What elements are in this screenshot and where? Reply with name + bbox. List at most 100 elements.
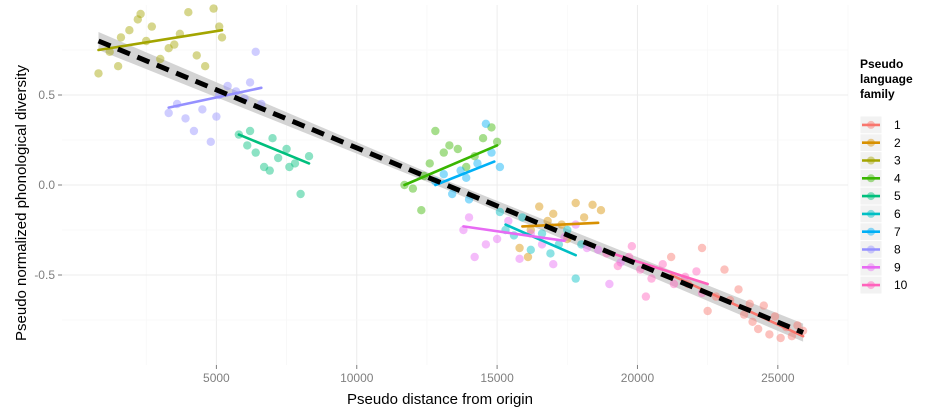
- data-point-family-7: [487, 148, 496, 157]
- data-point-family-4: [408, 184, 418, 193]
- data-point-family-1: [776, 333, 785, 343]
- data-point-family-3: [192, 51, 201, 60]
- legend-key-point: [867, 138, 875, 147]
- legend-entry-label: 3: [894, 154, 901, 168]
- legend-key-point: [867, 245, 875, 254]
- data-point-family-8: [181, 114, 190, 123]
- data-point-family-5: [259, 162, 269, 172]
- legend-key-point: [867, 227, 875, 236]
- legend-title-line: family: [860, 87, 895, 101]
- y-axis-title: Pseudo normalized phonological diversity: [13, 65, 30, 341]
- data-point-family-1: [703, 306, 712, 316]
- data-point-family-5: [243, 141, 252, 150]
- data-point-family-1: [765, 330, 774, 339]
- data-point-family-4: [462, 162, 471, 172]
- data-point-family-5: [296, 189, 305, 199]
- legend-entry-label: 10: [894, 278, 908, 292]
- data-point-family-8: [223, 81, 232, 91]
- fit-line-family-9: [462, 225, 566, 243]
- data-point-family-1: [748, 317, 757, 326]
- data-point-family-2: [596, 206, 606, 215]
- data-point-family-9: [481, 240, 491, 249]
- legend-key-point: [867, 192, 875, 201]
- legend-entry-label: 5: [894, 189, 901, 203]
- data-point-family-8: [189, 126, 199, 136]
- data-point-family-7: [462, 173, 471, 182]
- legend-key-point: [867, 174, 875, 183]
- data-point-family-3: [156, 54, 165, 64]
- data-point-family-6: [495, 207, 505, 217]
- overall-fit-line: [97, 38, 805, 335]
- data-point-family-8: [251, 47, 260, 56]
- data-point-family-4: [492, 137, 502, 146]
- data-point-family-9: [605, 279, 614, 289]
- data-point-family-8: [164, 108, 173, 118]
- legend-entry-label: 7: [894, 225, 901, 239]
- data-point-family-10: [647, 274, 656, 283]
- x-tick-label: 5000: [203, 371, 230, 385]
- legend-entry-label: 2: [894, 136, 901, 150]
- legend-key-point: [867, 156, 875, 165]
- data-point-family-4: [417, 206, 426, 215]
- data-point-family-1: [745, 299, 754, 308]
- data-point-family-10: [627, 242, 637, 251]
- data-point-family-9: [504, 216, 513, 226]
- data-point-family-1: [666, 252, 676, 262]
- x-tick-label: 10000: [340, 371, 374, 385]
- legend-entry-label: 9: [894, 260, 901, 274]
- data-point-family-6: [526, 245, 535, 254]
- x-axis-ticks: 5000 10000 15000 20000 25000: [203, 365, 795, 385]
- fit-line-family-6: [504, 223, 578, 257]
- data-point-family-1: [753, 324, 763, 334]
- data-point-family-3: [184, 8, 193, 17]
- data-point-family-4: [425, 159, 434, 168]
- data-point-family-2: [523, 252, 533, 262]
- data-point-family-4: [439, 148, 448, 157]
- y-axis-ticks: 0.5 0.0 -0.5: [34, 88, 62, 282]
- data-point-family-7: [495, 162, 505, 172]
- fit-line-family-2: [521, 221, 600, 228]
- data-point-family-4: [431, 126, 440, 136]
- data-point-family-6: [571, 274, 580, 283]
- grid-lines: [62, 5, 849, 365]
- data-point-family-5: [290, 159, 300, 168]
- data-point-family-3: [209, 4, 218, 13]
- data-point-family-10: [613, 261, 623, 271]
- legend-key-point: [867, 209, 875, 218]
- fit-line-family-7: [434, 160, 496, 187]
- data-point-family-9: [492, 234, 502, 244]
- data-point-family-7: [447, 189, 457, 199]
- data-point-family-5: [265, 166, 274, 175]
- data-point-family-3: [215, 22, 224, 31]
- data-point-family-2: [535, 202, 544, 211]
- data-point-family-10: [669, 279, 679, 289]
- data-point-family-2: [579, 213, 589, 222]
- data-point-family-3: [136, 9, 145, 19]
- data-point-family-2: [515, 243, 524, 253]
- data-point-family-5: [251, 148, 260, 157]
- data-point-family-3: [94, 69, 103, 78]
- data-point-family-3: [200, 61, 210, 71]
- data-point-family-9: [593, 245, 603, 254]
- legend-entry-label: 6: [894, 207, 901, 221]
- data-point-family-8: [245, 78, 255, 87]
- data-point-family-7: [473, 159, 482, 168]
- legend-key-point: [867, 120, 875, 129]
- data-point-family-2: [543, 216, 552, 226]
- data-point-family-10: [692, 267, 701, 276]
- fit-line-family-8: [167, 86, 263, 109]
- data-point-family-9: [515, 254, 524, 263]
- data-point-family-3: [113, 61, 123, 71]
- data-point-family-4: [445, 141, 454, 150]
- data-point-family-3: [217, 33, 227, 42]
- data-point-family-8: [206, 137, 215, 146]
- legend-entry-label: 1: [894, 118, 901, 132]
- data-point-family-1: [787, 332, 797, 341]
- data-point-family-7: [456, 166, 465, 175]
- data-point-family-1: [793, 321, 802, 330]
- data-point-family-1: [739, 310, 749, 319]
- data-point-family-3: [170, 40, 179, 49]
- data-point-family-9: [464, 213, 474, 222]
